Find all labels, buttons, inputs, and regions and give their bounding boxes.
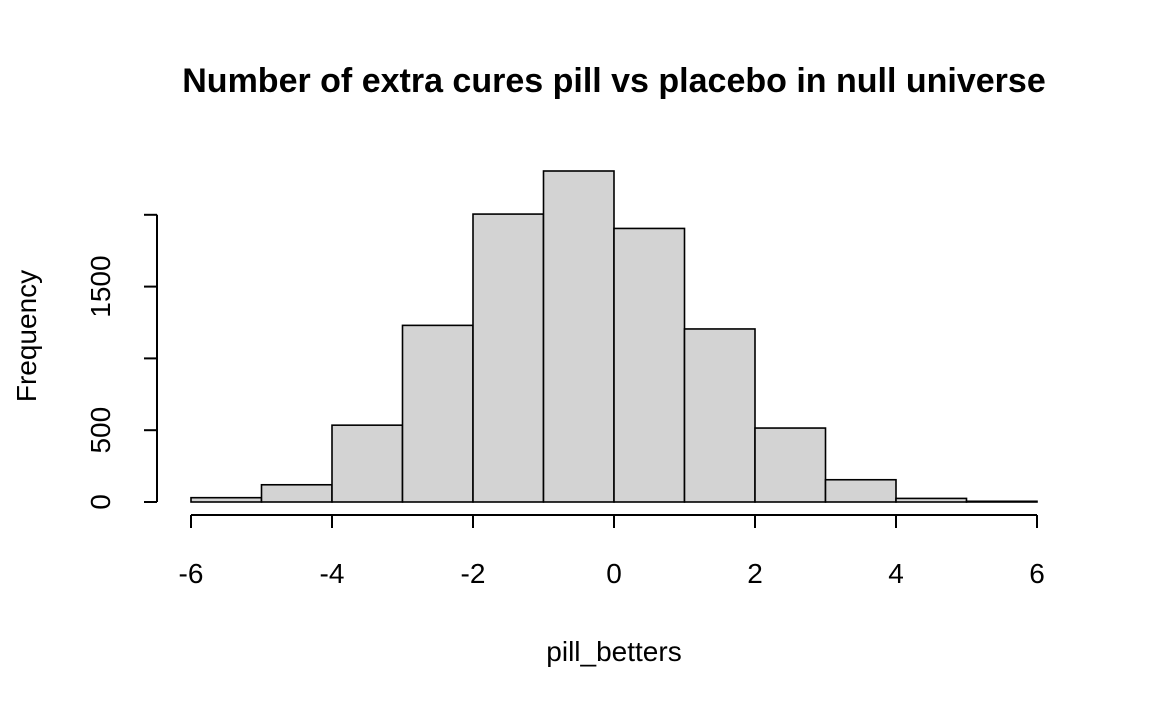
histogram-bar xyxy=(331,424,404,503)
histogram-bar xyxy=(542,170,615,503)
bars-group xyxy=(190,170,1038,503)
histogram-bar xyxy=(472,213,545,503)
x-axis-label: pill_betters xyxy=(546,636,681,667)
chart-title: Number of extra cures pill vs placebo in… xyxy=(182,62,1045,100)
x-axis: -6 -4 -2 0 2 4 6 xyxy=(179,514,1045,589)
histogram-bar xyxy=(260,483,333,503)
y-tick-label: 1500 xyxy=(85,255,116,317)
y-axis-label: Frequency xyxy=(11,270,42,402)
histogram-bar xyxy=(683,328,756,503)
histogram-bar xyxy=(613,227,686,503)
x-tick-label: -6 xyxy=(179,558,204,589)
x-tick-label: 4 xyxy=(888,558,904,589)
histogram-bar xyxy=(190,496,263,503)
x-tick-label: 6 xyxy=(1029,558,1045,589)
x-tick-label: -2 xyxy=(461,558,486,589)
histogram-bar xyxy=(824,478,897,503)
x-tick-label: 0 xyxy=(606,558,622,589)
histogram-bar xyxy=(895,497,968,503)
y-tick-label: 500 xyxy=(85,407,116,454)
histogram-bar xyxy=(965,500,1038,503)
x-tick-label: 2 xyxy=(747,558,763,589)
x-tick-label: -4 xyxy=(320,558,345,589)
y-axis: 0 500 1500 xyxy=(85,213,158,510)
histogram-bar xyxy=(401,324,474,503)
histogram-bar xyxy=(754,427,827,503)
y-tick-label: 0 xyxy=(85,494,116,510)
